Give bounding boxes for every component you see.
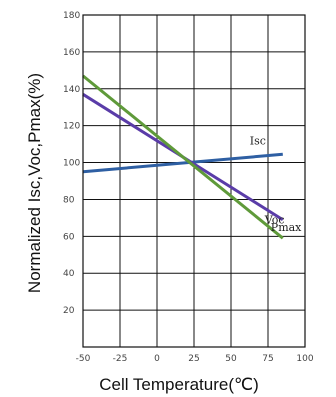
y-tick-label: 20 bbox=[63, 306, 75, 316]
x-tick-label: -25 bbox=[113, 354, 128, 364]
series-label-pmax: Pmax bbox=[271, 221, 302, 234]
grid bbox=[82, 14, 306, 347]
y-axis-title: Normalized Isc,Voc,Pmax(%) bbox=[25, 73, 44, 293]
y-tick-label: 120 bbox=[63, 122, 80, 132]
y-tick-label: 60 bbox=[63, 232, 75, 242]
x-tick-label: 75 bbox=[262, 354, 273, 364]
series-lines bbox=[82, 74, 284, 240]
y-tick-label: 40 bbox=[63, 269, 75, 279]
series-line-isc bbox=[82, 152, 283, 174]
x-tick-labels: -50 -25 0 25 50 75 100 bbox=[76, 354, 314, 364]
x-tick-label: 50 bbox=[225, 354, 237, 364]
y-tick-label: 160 bbox=[63, 48, 80, 58]
y-tick-label: 100 bbox=[63, 159, 80, 169]
x-tick-label: -50 bbox=[76, 354, 91, 364]
x-axis-title: Cell Temperature(℃) bbox=[99, 375, 259, 394]
plot-frame bbox=[82, 14, 306, 348]
x-tick-label: 100 bbox=[296, 354, 313, 364]
y-tick-label: 80 bbox=[63, 195, 75, 205]
x-tick-label: 25 bbox=[188, 354, 199, 364]
series-line-pmax bbox=[82, 74, 284, 240]
series-label-isc: Isc bbox=[250, 134, 266, 147]
series-label-voc: Voc bbox=[264, 214, 285, 227]
y-tick-label: 180 bbox=[63, 11, 80, 21]
y-tick-labels: 20 40 60 80 100 120 140 160 180 bbox=[63, 11, 80, 316]
x-tick-label: 0 bbox=[154, 354, 160, 364]
y-tick-label: 140 bbox=[63, 85, 80, 95]
